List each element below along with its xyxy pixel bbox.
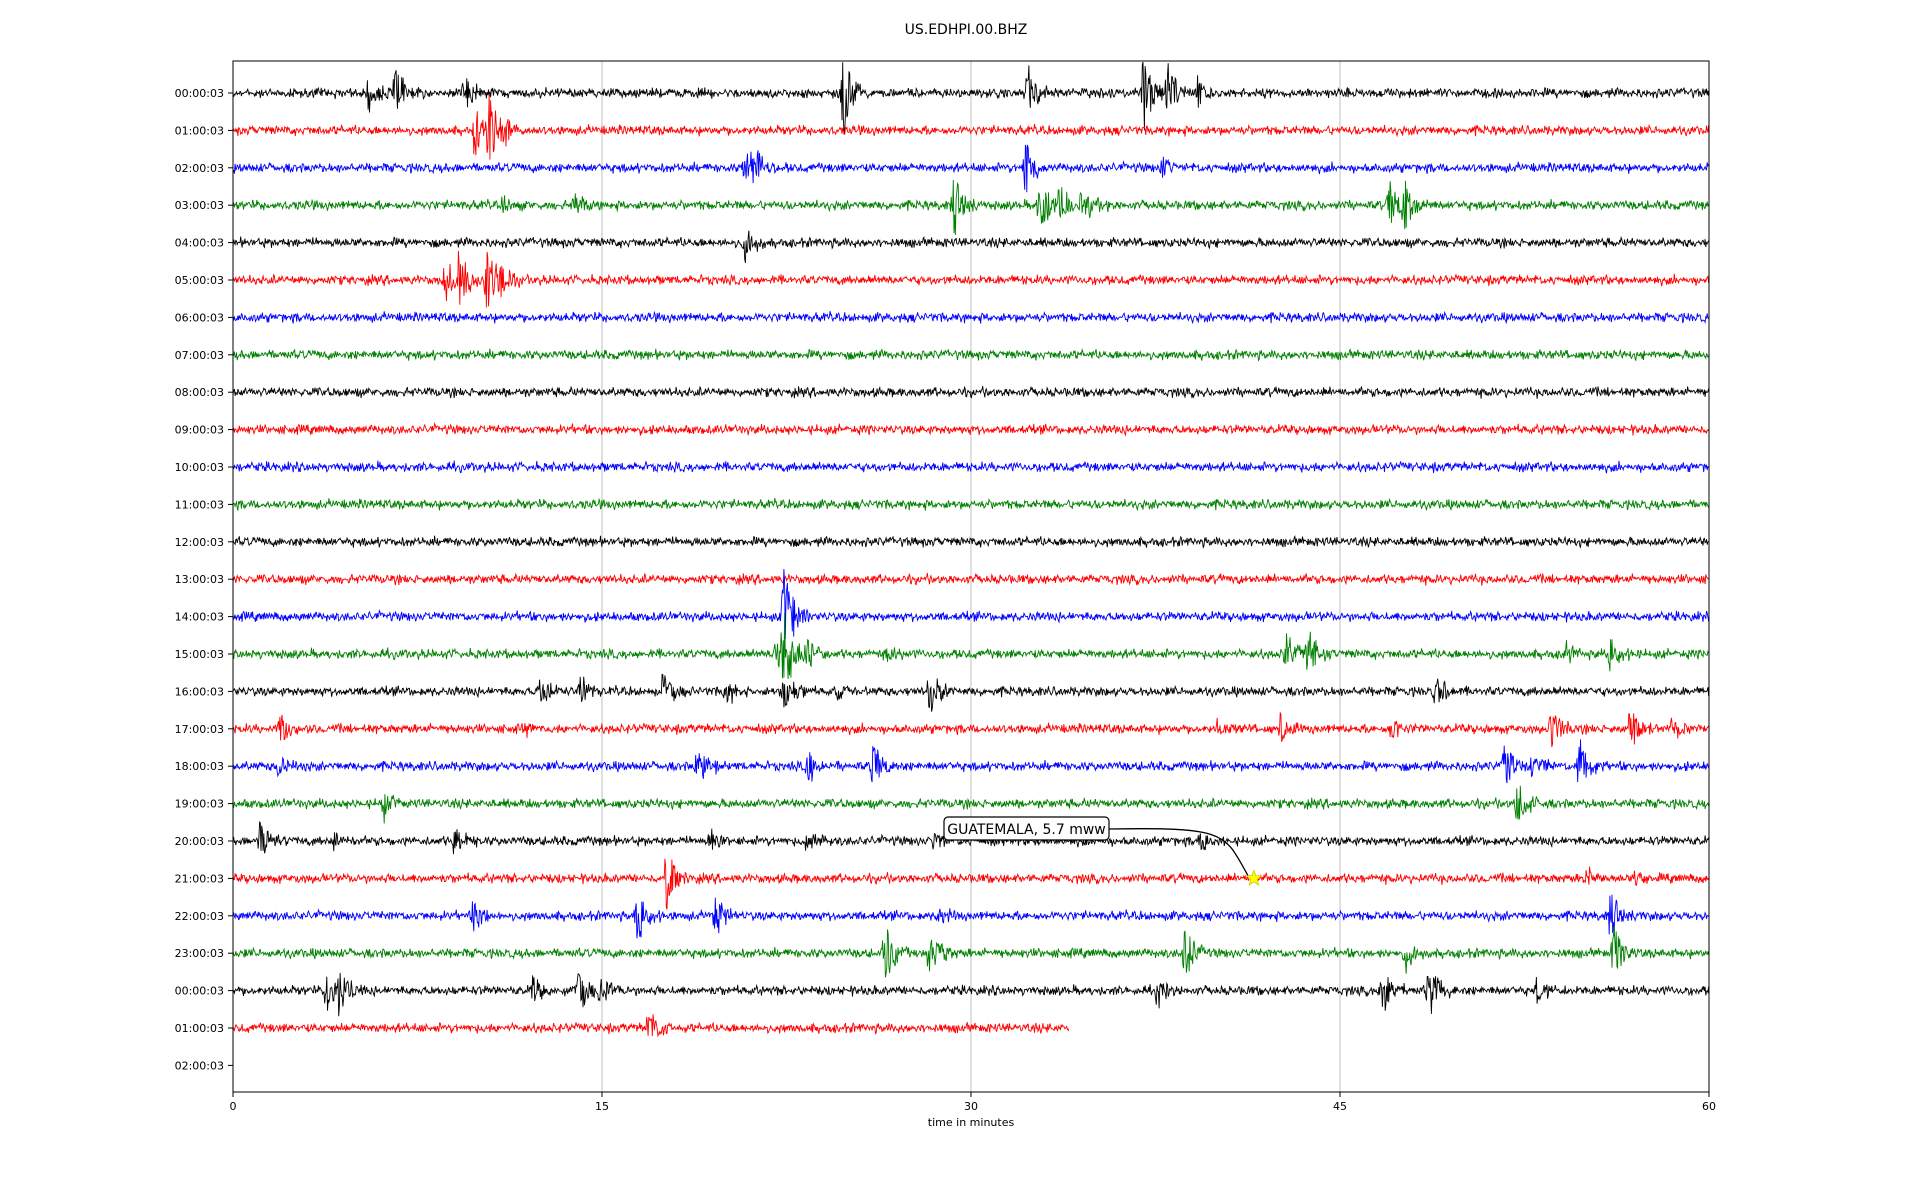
row-time-label: 01:00:03	[175, 124, 224, 137]
x-axis-label: time in minutes	[928, 1116, 1015, 1129]
trace-line-000003	[232, 61, 1710, 134]
trace-line-140003	[232, 568, 1710, 640]
x-tick-label: 0	[230, 1100, 237, 1113]
row-time-label: 13:00:03	[175, 573, 224, 586]
trace-line-170003	[232, 712, 1710, 748]
trace-line-000003	[232, 972, 1710, 1017]
trace-line-080003	[232, 385, 1710, 399]
row-time-labels: 00:00:03 01:00:03 02:00:03 03:00:03 04:00:03…	[175, 87, 233, 1072]
trace-line-050003	[232, 250, 1710, 308]
trace-line-150003	[232, 612, 1710, 680]
row-time-label: 03:00:03	[175, 199, 224, 212]
plot-frame	[232, 60, 1710, 1093]
x-tick-label: 15	[595, 1100, 609, 1113]
seismic-traces	[232, 61, 1710, 1038]
trace-line-100003	[232, 460, 1709, 474]
trace-line-060003	[232, 310, 1709, 325]
row-time-label: 15:00:03	[175, 648, 224, 661]
trace-line-180003	[232, 739, 1710, 784]
trace-line-120003	[232, 535, 1709, 549]
trace-line-230003	[232, 925, 1710, 978]
trace-line-040003	[232, 230, 1709, 264]
chart-title: US.EDHPI.00.BHZ	[905, 22, 1028, 38]
row-time-label: 10:00:03	[175, 461, 224, 474]
row-time-label: 02:00:03	[175, 1059, 224, 1072]
annotation-box	[943, 816, 1110, 841]
trace-line-220003	[232, 894, 1709, 939]
trace-line-160003	[232, 673, 1710, 712]
trace-line-090003	[232, 422, 1709, 437]
trace-line-010003	[232, 1014, 1070, 1038]
row-time-label: 07:00:03	[175, 349, 224, 362]
x-axis-ticks: 0 15 30 45 60	[230, 1092, 1716, 1113]
row-time-label: 11:00:03	[175, 498, 224, 511]
row-time-label: 00:00:03	[175, 87, 224, 100]
row-time-label: 20:00:03	[175, 835, 224, 848]
annotation-arrow	[1108, 828, 1249, 876]
trace-line-210003	[232, 858, 1710, 910]
row-time-label: 00:00:03	[175, 985, 224, 998]
trace-line-010003	[232, 93, 1710, 160]
row-time-label: 16:00:03	[175, 685, 224, 698]
event-star-marker	[1245, 869, 1263, 886]
x-tick-label: 45	[1333, 1100, 1347, 1113]
row-time-label: 02:00:03	[175, 162, 224, 175]
row-time-label: 14:00:03	[175, 611, 224, 624]
row-time-label: 09:00:03	[175, 424, 224, 437]
trace-line-020003	[232, 144, 1710, 193]
trace-line-110003	[232, 497, 1710, 512]
trace-line-030003	[232, 179, 1710, 236]
row-time-label: 21:00:03	[175, 872, 224, 885]
trace-line-070003	[232, 348, 1709, 362]
trace-line-190003	[232, 785, 1710, 824]
row-time-label: 06:00:03	[175, 311, 224, 324]
x-tick-label: 60	[1702, 1100, 1716, 1113]
trace-line-130003	[232, 572, 1709, 586]
row-time-label: 01:00:03	[175, 1022, 224, 1035]
row-time-label: 22:00:03	[175, 910, 224, 923]
row-time-label: 19:00:03	[175, 798, 224, 811]
row-time-label: 04:00:03	[175, 237, 224, 250]
row-time-label: 18:00:03	[175, 760, 224, 773]
event-annotation: GUATEMALA, 5.7 mww	[943, 816, 1263, 886]
row-time-label: 17:00:03	[175, 723, 224, 736]
annotation-text: GUATEMALA, 5.7 mww	[947, 822, 1106, 838]
row-time-label: 05:00:03	[175, 274, 224, 287]
x-tick-label: 30	[964, 1100, 978, 1113]
row-time-label: 23:00:03	[175, 947, 224, 960]
row-time-label: 12:00:03	[175, 536, 224, 549]
trace-line-200003	[232, 821, 1710, 855]
row-time-label: 08:00:03	[175, 386, 224, 399]
